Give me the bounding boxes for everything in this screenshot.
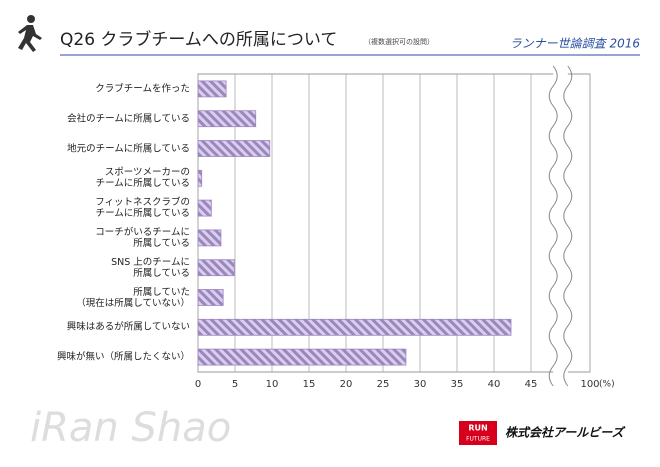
category-label: コーチがいるチームに 所属している [95, 226, 190, 249]
bar [197, 140, 271, 157]
x-tick-label: 30 [414, 379, 427, 390]
x-tick-label: 15 [303, 379, 316, 390]
bar [197, 318, 512, 336]
bar [197, 259, 235, 277]
bar [197, 199, 212, 217]
source: ランナー世論調査 2016 [510, 37, 641, 51]
category-label: 会社のチームに所属している [67, 113, 190, 125]
x-tick-label: 35 [451, 379, 464, 390]
axis-break-gap [553, 66, 568, 380]
axis-break-line [548, 65, 558, 387]
bar [197, 110, 257, 128]
category-label: 所属していた （現在は所属していない） [76, 286, 190, 309]
x-tick-label: 40 [488, 379, 501, 390]
category-label: スポーツメーカーの チームに所属している [95, 167, 190, 190]
x-tick-label: 25 [377, 379, 390, 390]
bar [197, 348, 407, 366]
axis-break-line [563, 65, 573, 387]
bar [197, 229, 222, 247]
bar [197, 169, 203, 187]
x-tick-label: 0 [195, 379, 201, 390]
category-label: 地元のチームに所属している [67, 143, 190, 154]
badge [459, 421, 497, 445]
x-tick-label: 100 [580, 379, 599, 390]
category-label: SNS 上のチームに 所属している [111, 256, 190, 279]
category-label: 興味はあるが所属していない [66, 321, 190, 333]
bar [197, 289, 224, 306]
x-tick-label: 10 [266, 379, 279, 390]
runner-icon [18, 15, 42, 52]
category-label: クラブチームを作った [95, 83, 190, 95]
x-tick-label: 5 [232, 379, 238, 390]
category-label: フィットネスクラブの チームに所属している [95, 197, 190, 220]
chart-title: Q26 クラブチームへの所属について [60, 29, 337, 50]
x-unit: (%) [599, 380, 615, 390]
x-tick-label: 20 [340, 379, 353, 390]
category-label: 興味が無い（所属したくない） [56, 351, 190, 363]
chart-subtitle: （複数選択可の設問） [364, 37, 434, 46]
badge-bottom: FUTURE [466, 436, 490, 443]
badge-top: RUN [468, 424, 487, 433]
watermark-logo: iRan Shao [30, 405, 231, 451]
bar [197, 80, 227, 98]
company: 株式会社アールビーズ [505, 426, 626, 440]
x-tick-label: 45 [525, 379, 538, 390]
